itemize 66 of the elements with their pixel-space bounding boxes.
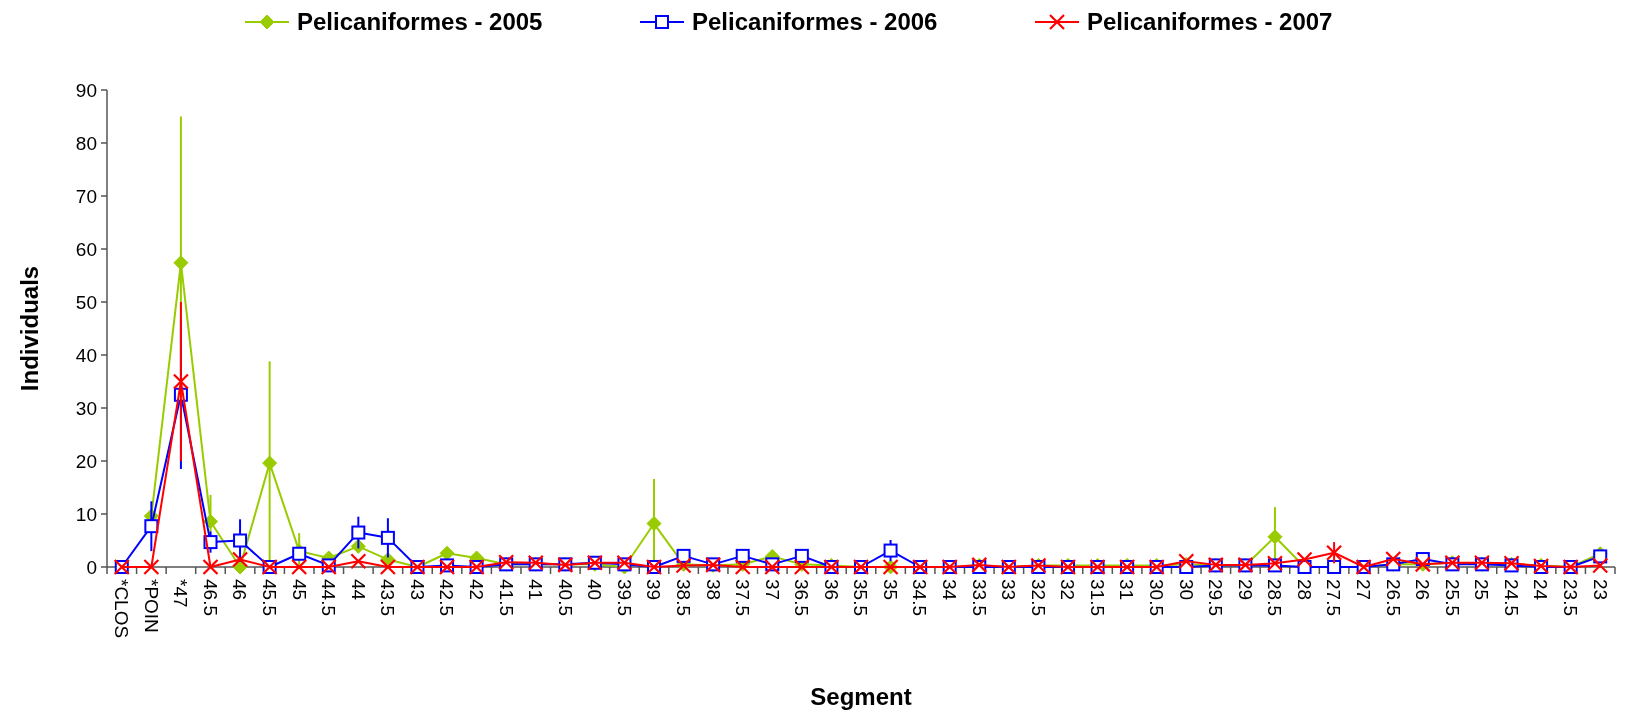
x-tick-label: 46.5 <box>199 579 221 616</box>
x-tick-label: 43 <box>406 579 428 601</box>
x-tick-label: 29 <box>1234 579 1256 601</box>
x-tick-label: 39.5 <box>613 579 635 616</box>
x-tick-label: 35 <box>879 579 901 601</box>
x-tick-label: 37 <box>761 579 783 601</box>
x-tick-label: 26.5 <box>1382 579 1404 616</box>
x-tick-label: 28 <box>1293 579 1315 601</box>
x-tick-label: 37.5 <box>732 579 754 616</box>
x-tick-label: 23 <box>1589 579 1611 601</box>
y-tick-label: 40 <box>75 344 97 366</box>
y-tick-label: 30 <box>75 397 97 419</box>
x-tick-label: 28.5 <box>1264 579 1286 616</box>
x-tick-label: 36 <box>820 579 842 601</box>
y-tick-label: 10 <box>75 503 97 525</box>
x-tick-label: 34 <box>939 579 961 601</box>
x-tick-label: 38.5 <box>672 579 694 616</box>
legend-label: Pelicaniformes - 2006 <box>692 8 938 36</box>
x-tick-label: 23.5 <box>1560 579 1581 616</box>
legend-label: Pelicaniformes - 2007 <box>1087 8 1333 36</box>
x-tick-label: 34.5 <box>909 579 931 616</box>
x-tick-label: 44 <box>347 579 369 601</box>
x-tick-label: *47 <box>170 579 192 608</box>
x-tick-label: 42.5 <box>436 579 458 616</box>
x-tick-label: 35.5 <box>850 579 872 616</box>
x-tick-label: 32.5 <box>1027 579 1049 616</box>
x-tick-label: 29.5 <box>1205 579 1227 616</box>
x-tick-label: 39 <box>643 579 665 601</box>
x-tick-label: 24 <box>1530 579 1552 601</box>
y-tick-label: 80 <box>75 132 97 154</box>
x-tick-label: *CLOS <box>111 579 133 639</box>
x-tick-label: 40 <box>584 579 606 601</box>
x-tick-label: 32 <box>1057 579 1079 601</box>
x-tick-label: 41 <box>525 579 547 601</box>
x-tick-label: 27.5 <box>1323 579 1345 616</box>
x-tick-label: 45 <box>288 579 310 601</box>
x-tick-label: 30.5 <box>1146 579 1168 616</box>
x-tick-label: 24.5 <box>1500 579 1522 616</box>
x-tick-label: 44.5 <box>318 579 340 616</box>
y-tick-label: 0 <box>86 556 97 578</box>
y-tick-label: 70 <box>75 185 97 207</box>
x-tick-label: 31.5 <box>1086 579 1108 616</box>
x-tick-label: 25 <box>1471 579 1493 601</box>
x-tick-label: 36.5 <box>791 579 813 616</box>
y-tick-label: 20 <box>75 450 97 472</box>
x-tick-label: 30 <box>1175 579 1197 601</box>
x-tick-label: 40.5 <box>554 579 576 616</box>
y-tick-label: 90 <box>75 79 97 101</box>
legend-label: Pelicaniformes - 2005 <box>297 8 543 36</box>
x-axis-title: Segment <box>810 683 912 710</box>
x-tick-label: 27 <box>1353 579 1375 601</box>
y-axis-title: Individuals <box>16 265 43 392</box>
x-tick-label: 33.5 <box>968 579 990 616</box>
x-tick-label: 31 <box>1116 579 1138 601</box>
x-tick-label: 26 <box>1412 579 1434 601</box>
x-tick-label: *POIN <box>140 579 162 633</box>
x-tick-label: 25.5 <box>1441 579 1463 616</box>
x-tick-label: 41.5 <box>495 579 517 616</box>
y-tick-label: 60 <box>75 238 97 260</box>
x-tick-label: 38 <box>702 579 724 601</box>
x-tick-label: 42 <box>465 579 487 601</box>
y-tick-label: 50 <box>75 291 97 313</box>
x-tick-label: 43.5 <box>377 579 399 616</box>
x-tick-label: 46 <box>229 579 251 601</box>
x-tick-label: 45.5 <box>258 579 280 616</box>
x-tick-label: 33 <box>998 579 1020 601</box>
